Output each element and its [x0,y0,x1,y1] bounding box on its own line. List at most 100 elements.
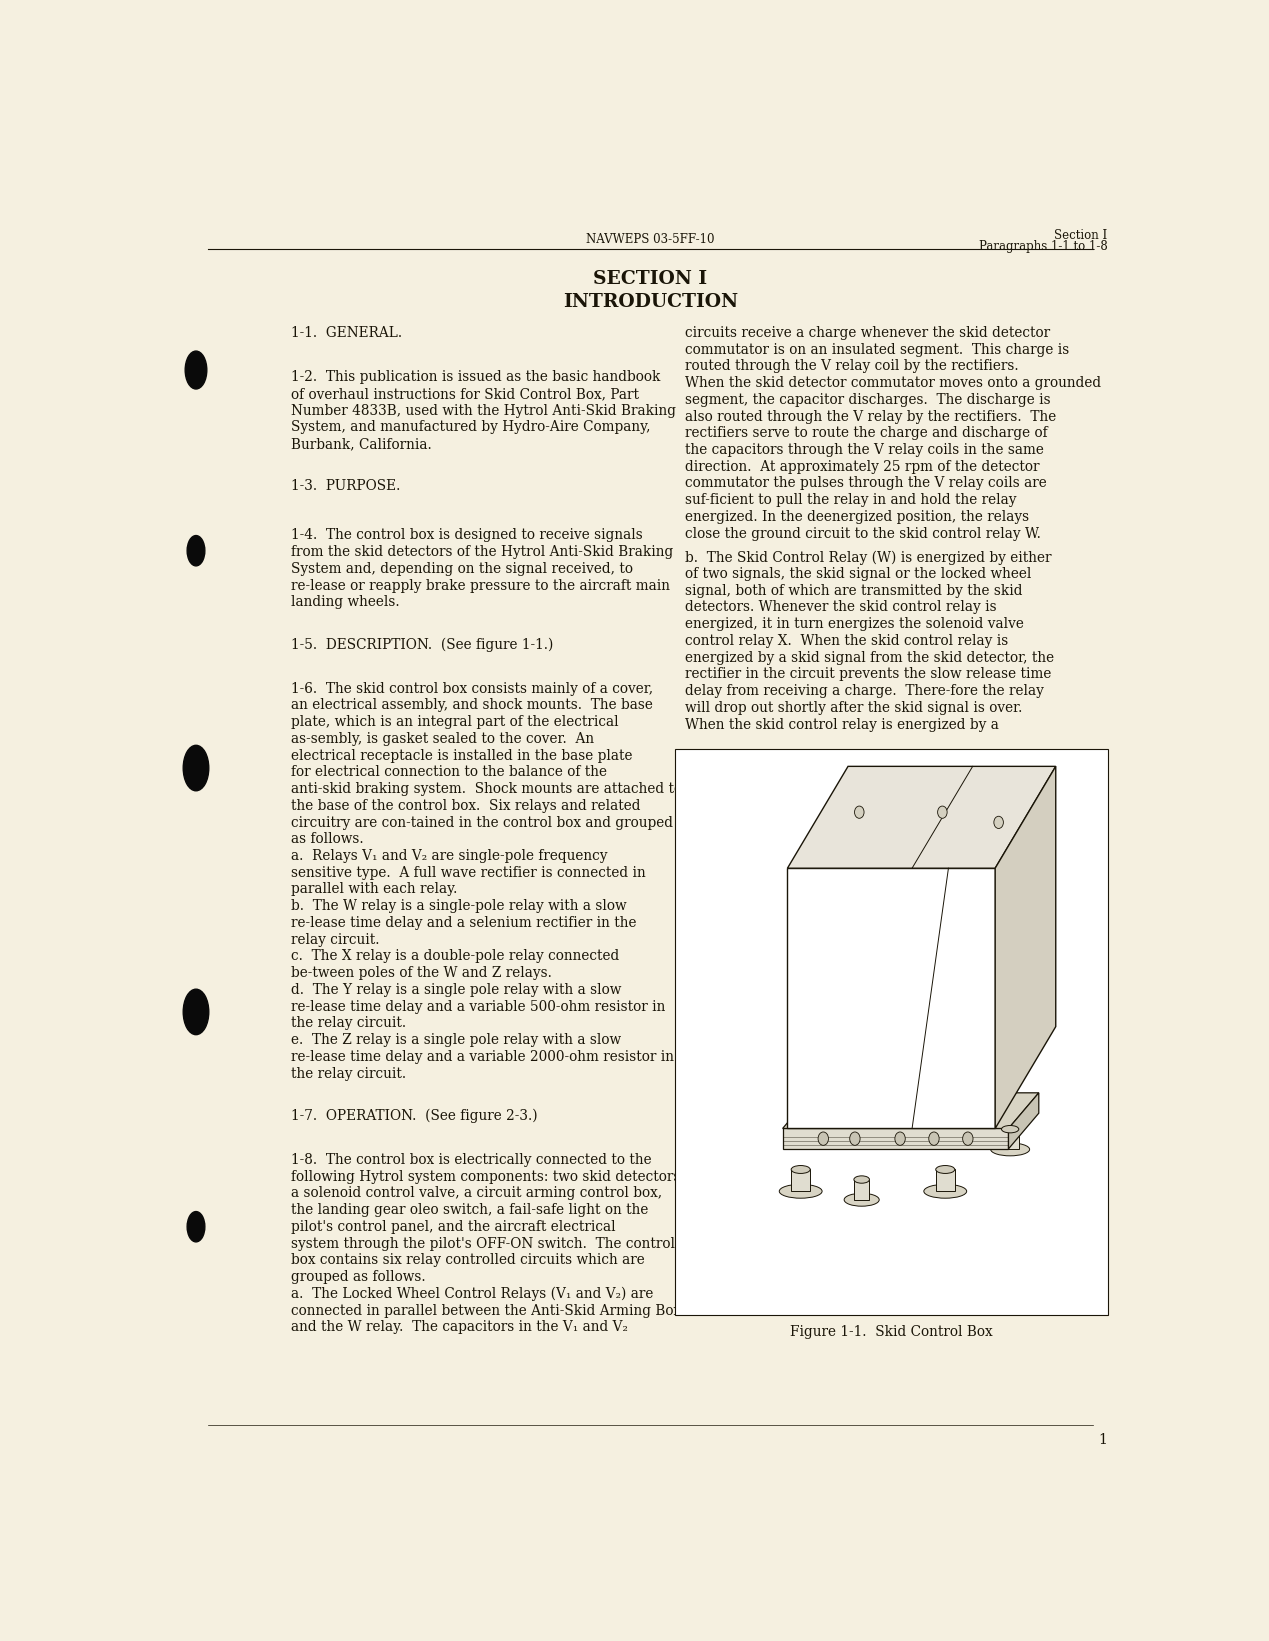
Text: Number 4833B, used with the Hytrol Anti-Skid Braking: Number 4833B, used with the Hytrol Anti-… [292,404,676,418]
Text: re-lease time delay and a selenium rectifier in the: re-lease time delay and a selenium recti… [292,916,637,930]
Text: 1-2.  This publication is issued as the basic handbook: 1-2. This publication is issued as the b… [292,371,661,384]
Ellipse shape [991,1144,1029,1155]
Circle shape [929,1132,939,1145]
Text: Paragraphs 1-1 to 1-8: Paragraphs 1-1 to 1-8 [978,240,1108,253]
Text: will drop out shortly after the skid signal is over.: will drop out shortly after the skid sig… [685,701,1027,715]
Text: NAVWEPS 03-5FF-10: NAVWEPS 03-5FF-10 [586,233,714,246]
Circle shape [854,806,864,819]
Text: box contains six relay controlled circuits which are: box contains six relay controlled circui… [292,1254,645,1267]
Text: delay from receiving a charge.  There-fore the relay: delay from receiving a charge. There-for… [685,684,1043,697]
Text: System, and manufactured by Hydro-Aire Company,: System, and manufactured by Hydro-Aire C… [292,420,651,435]
Text: re-lease time delay and a variable 2000-ohm resistor in: re-lease time delay and a variable 2000-… [292,1050,674,1063]
Text: When the skid detector commutator moves onto a grounded: When the skid detector commutator moves … [685,376,1101,391]
Text: 1-3.  PURPOSE.: 1-3. PURPOSE. [292,479,401,492]
Circle shape [819,1132,829,1145]
Ellipse shape [844,1193,879,1206]
Text: Figure 1-1.  Skid Control Box: Figure 1-1. Skid Control Box [791,1326,992,1339]
Ellipse shape [779,1185,822,1198]
Text: energized, it in turn energizes the solenoid valve: energized, it in turn energizes the sole… [685,617,1024,632]
Text: re-lease time delay and a variable 500-ohm resistor in: re-lease time delay and a variable 500-o… [292,999,666,1014]
Bar [791,1170,810,1191]
Text: relay circuit.: relay circuit. [292,932,379,947]
Text: a solenoid control valve, a circuit arming control box,: a solenoid control valve, a circuit armi… [292,1186,662,1200]
Text: Burbank, California.: Burbank, California. [292,437,433,451]
Polygon shape [995,766,1056,1129]
Text: rectifier in the circuit prevents the slow release time: rectifier in the circuit prevents the sl… [685,668,1051,681]
Text: of overhaul instructions for Skid Control Box, Part: of overhaul instructions for Skid Contro… [292,387,640,400]
Text: suf-ficient to pull the relay in and hold the relay: suf-ficient to pull the relay in and hol… [685,494,1016,507]
Bar [935,1170,954,1191]
Text: 1-5.  DESCRIPTION.  (See figure 1-1.): 1-5. DESCRIPTION. (See figure 1-1.) [292,637,553,651]
Text: 1-6.  The skid control box consists mainly of a cover,: 1-6. The skid control box consists mainl… [292,681,654,696]
Text: pilot's control panel, and the aircraft electrical: pilot's control panel, and the aircraft … [292,1219,615,1234]
Text: sensitive type.  A full wave rectifier is connected in: sensitive type. A full wave rectifier is… [292,866,646,880]
Text: circuitry are con-tained in the control box and grouped: circuitry are con-tained in the control … [292,816,674,829]
Ellipse shape [187,1211,204,1242]
Circle shape [994,816,1004,829]
Text: plate, which is an integral part of the electrical: plate, which is an integral part of the … [292,715,619,729]
Text: an electrical assembly, and shock mounts.  The base: an electrical assembly, and shock mounts… [292,699,654,712]
Text: segment, the capacitor discharges.  The discharge is: segment, the capacitor discharges. The d… [685,392,1051,407]
Text: a.  Relays V₁ and V₂ are single-pole frequency: a. Relays V₁ and V₂ are single-pole freq… [292,848,608,863]
Text: be-tween poles of the W and Z relays.: be-tween poles of the W and Z relays. [292,967,552,980]
Text: the relay circuit.: the relay circuit. [292,1016,406,1031]
Text: anti-skid braking system.  Shock mounts are attached to: anti-skid braking system. Shock mounts a… [292,783,683,796]
Text: grouped as follows.: grouped as follows. [292,1270,426,1283]
Text: 1-8.  The control box is electrically connected to the: 1-8. The control box is electrically con… [292,1154,652,1167]
Text: also routed through the V relay by the rectifiers.  The: also routed through the V relay by the r… [685,410,1056,423]
Text: routed through the V relay coil by the rectifiers.: routed through the V relay coil by the r… [685,359,1023,373]
Circle shape [963,1132,973,1145]
Text: the capacitors through the V relay coils in the same: the capacitors through the V relay coils… [685,443,1043,456]
Text: system through the pilot's OFF-ON switch.  The control: system through the pilot's OFF-ON switch… [292,1237,675,1250]
Text: the relay circuit.: the relay circuit. [292,1067,406,1081]
Text: re-lease or reapply brake pressure to the aircraft main: re-lease or reapply brake pressure to th… [292,579,670,592]
Text: SECTION I: SECTION I [594,271,707,289]
Text: When the skid control relay is energized by a: When the skid control relay is energized… [685,717,999,732]
Ellipse shape [183,990,209,1035]
Circle shape [895,1132,905,1145]
Text: 1-1.  GENERAL.: 1-1. GENERAL. [292,327,402,340]
Text: c.  The X relay is a double-pole relay connected: c. The X relay is a double-pole relay co… [292,950,619,963]
Text: 1-4.  The control box is designed to receive signals: 1-4. The control box is designed to rece… [292,528,643,543]
Text: a.  The Locked Wheel Control Relays (V₁ and V₂) are: a. The Locked Wheel Control Relays (V₁ a… [292,1287,654,1301]
Text: the base of the control box.  Six relays and related: the base of the control box. Six relays … [292,799,641,812]
Text: d.  The Y relay is a single pole relay with a slow: d. The Y relay is a single pole relay wi… [292,983,622,998]
Text: connected in parallel between the Anti-Skid Arming Box: connected in parallel between the Anti-S… [292,1303,681,1318]
Text: Section I: Section I [1055,230,1108,243]
Text: commutator is on an insulated segment.  This charge is: commutator is on an insulated segment. T… [685,343,1068,356]
Text: b.  The Skid Control Relay (W) is energized by either: b. The Skid Control Relay (W) is energiz… [685,550,1051,565]
Text: detectors. Whenever the skid control relay is: detectors. Whenever the skid control rel… [685,601,996,614]
Ellipse shape [187,535,204,566]
Bar [854,1180,869,1200]
Text: energized by a skid signal from the skid detector, the: energized by a skid signal from the skid… [685,650,1055,665]
Text: parallel with each relay.: parallel with each relay. [292,883,458,896]
Text: landing wheels.: landing wheels. [292,596,400,609]
Ellipse shape [791,1165,810,1173]
Circle shape [850,1132,860,1145]
Bar [1001,1129,1019,1149]
Ellipse shape [185,351,207,389]
Text: 1-7.  OPERATION.  (See figure 2-3.): 1-7. OPERATION. (See figure 2-3.) [292,1109,538,1122]
Text: 1: 1 [1099,1433,1108,1447]
Text: rectifiers serve to route the charge and discharge of: rectifiers serve to route the charge and… [685,427,1047,440]
Ellipse shape [935,1165,954,1173]
Text: following Hytrol system components: two skid detectors,: following Hytrol system components: two … [292,1170,685,1183]
Text: e.  The Z relay is a single pole relay with a slow: e. The Z relay is a single pole relay wi… [292,1034,622,1047]
Circle shape [938,806,947,819]
Text: control relay X.  When the skid control relay is: control relay X. When the skid control r… [685,633,1008,648]
Text: as-sembly, is gasket sealed to the cover.  An: as-sembly, is gasket sealed to the cover… [292,732,594,745]
Bar [783,1129,1009,1149]
Polygon shape [788,766,1056,868]
Ellipse shape [854,1177,869,1183]
Text: signal, both of which are transmitted by the skid: signal, both of which are transmitted by… [685,584,1023,597]
Text: energized. In the deenergized position, the relays: energized. In the deenergized position, … [685,510,1029,523]
Text: from the skid detectors of the Hytrol Anti-Skid Braking: from the skid detectors of the Hytrol An… [292,545,674,560]
Text: of two signals, the skid signal or the locked wheel: of two signals, the skid signal or the l… [685,566,1032,581]
Ellipse shape [1001,1126,1019,1132]
Polygon shape [1009,1093,1039,1149]
Bar [675,750,1108,1314]
Text: commutator the pulses through the V relay coils are: commutator the pulses through the V rela… [685,476,1047,491]
Ellipse shape [183,745,209,791]
Polygon shape [783,1093,1039,1129]
Text: for electrical connection to the balance of the: for electrical connection to the balance… [292,765,608,779]
